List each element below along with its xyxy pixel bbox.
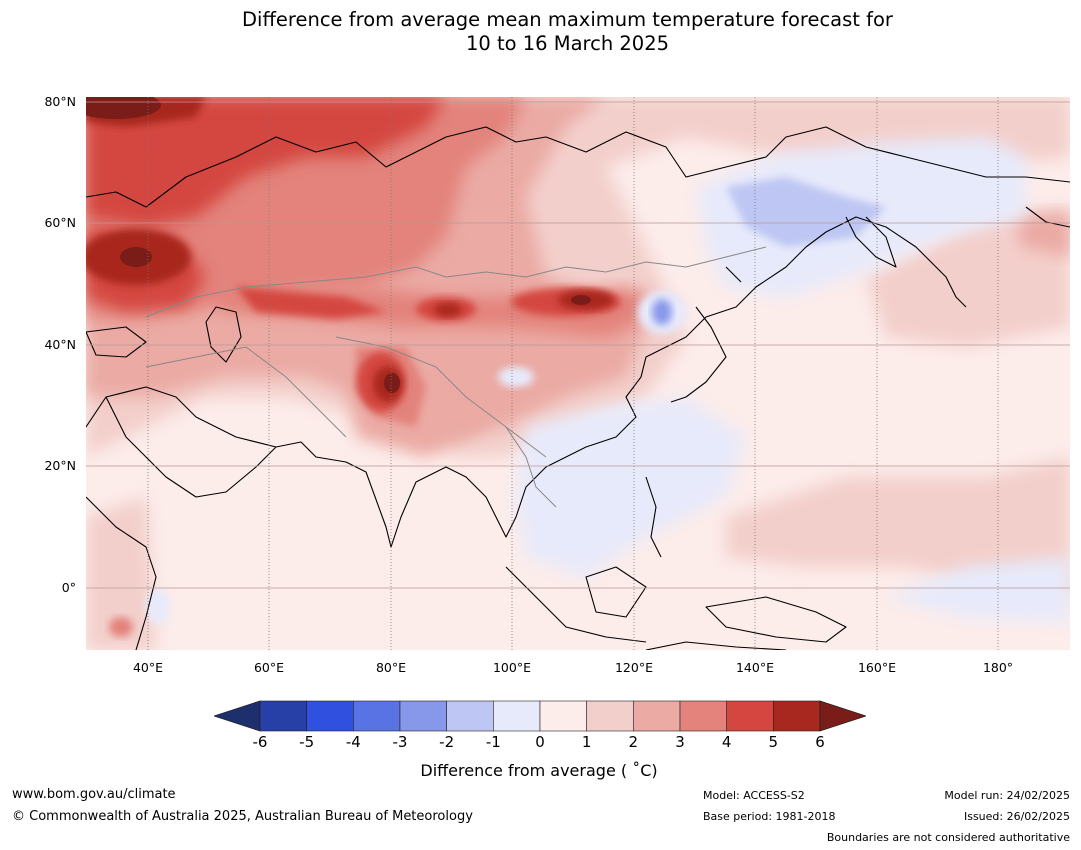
coastline-arabia-peninsula: [105, 396, 277, 498]
footer-base-period: Base period: 1981-2018: [703, 810, 836, 823]
coastline-caspian: [205, 306, 242, 363]
coastline-alaska: [1025, 206, 1070, 228]
colorbar-tick-label: -4: [345, 733, 361, 751]
lat-label-80n: 80°N: [44, 94, 76, 109]
coastline-japan: [670, 266, 742, 403]
colorbar-bin: [493, 700, 541, 732]
anomaly-minus-2-siberia: [726, 177, 886, 247]
anomaly-5-6-altai: [434, 303, 462, 317]
coastline-black-sea: [86, 326, 147, 358]
title-line-2: 10 to 16 March 2025: [465, 32, 670, 55]
border-southeast-asia: [505, 426, 557, 508]
colorbar-tick-label: 2: [628, 733, 639, 751]
colorbar-tick-label: -2: [439, 733, 455, 751]
anomaly-above-6-mongolia: [571, 295, 591, 305]
border-russia-kazakh-mongolia-china: [145, 246, 767, 318]
coastline-sumatra-java: [505, 566, 647, 643]
anomaly-1-2-northeast: [866, 207, 1070, 347]
footer-disclaimer: Boundaries are not considered authoritat…: [826, 831, 1070, 844]
colorbar-tick-label: -1: [485, 733, 501, 751]
colorbar-bin: [539, 700, 587, 732]
anomaly-4-5-kazakh: [236, 287, 386, 319]
anomaly-minus-2-korea: [652, 299, 672, 325]
colorbar-bin: [679, 700, 727, 732]
colorbar-label: Difference from average ( ˚C): [420, 761, 658, 780]
coastline-africa-east: [86, 496, 157, 650]
colorbar-bin: [586, 700, 634, 732]
lon-label-80e: 80°E: [375, 660, 407, 675]
colorbar-tick-label: 4: [721, 733, 732, 751]
anomaly-minus-1-africa: [146, 589, 170, 625]
footer-copyright: © Commonwealth of Australia 2025, Austra…: [12, 809, 473, 824]
colorbar-extend-below: [214, 700, 261, 732]
lon-label-40e: 40°E: [132, 660, 164, 675]
colorbar-bin: [306, 700, 354, 732]
footer-model: Model: ACCESS-S2: [703, 789, 805, 802]
anomaly-above-6-volga: [120, 247, 152, 267]
title-line-1: Difference from average mean maximum tem…: [242, 8, 893, 31]
anomaly-1-2-pacific: [726, 457, 1070, 597]
border-middle-east: [145, 346, 347, 438]
anomaly-minus-1-equatorial-pacific: [886, 557, 1070, 622]
lon-label-60e: 60°E: [253, 660, 285, 675]
colorbar-bin: [773, 700, 821, 732]
anomaly-minus-1-south-china-sea: [516, 397, 746, 577]
coastline-kamchatka: [845, 216, 897, 268]
colorbar-bin: [399, 700, 447, 732]
lat-label-0: 0°: [61, 580, 76, 595]
graticule: [147, 97, 999, 650]
anomaly-minus-1-east-china: [498, 367, 534, 387]
colorbar-bin: [446, 700, 494, 732]
colorbar-bin: [259, 700, 307, 732]
lon-label-160e: 160°E: [857, 660, 896, 675]
coastline-borneo: [585, 566, 647, 618]
coastline-arctic-russia: [86, 126, 1070, 208]
temperature-anomaly-map: [86, 97, 1070, 650]
colorbar-tick-label: 3: [675, 733, 685, 751]
map-title: Difference from average mean maximum tem…: [0, 8, 1081, 56]
anomaly-4-5-arctic: [86, 97, 446, 227]
lat-label-20n: 20°N: [44, 458, 76, 473]
colorbar: [214, 700, 866, 732]
colorbar-bin: [726, 700, 774, 732]
colorbar-bin: [353, 700, 401, 732]
anomaly-above-6-arctic: [86, 97, 161, 119]
colorbar-extend-above: [819, 700, 866, 732]
coastline-arabia-india: [86, 216, 967, 548]
colorbar-tick-label: 5: [768, 733, 779, 751]
lat-label-40n: 40°N: [44, 337, 76, 352]
coastline-australia-north: [645, 641, 787, 650]
anomaly-1-2-africa: [86, 497, 156, 650]
lat-label-60n: 60°N: [44, 215, 76, 230]
colorbar-tick-label: -3: [392, 733, 408, 751]
colorbar-tick-label: 1: [581, 733, 592, 751]
colorbar-tick-label: -6: [252, 733, 268, 751]
lon-label-100e: 100°E: [492, 660, 531, 675]
footer-issued: Issued: 26/02/2025: [963, 810, 1070, 823]
coastline-philippines: [645, 476, 662, 558]
footer-model-run: Model run: 24/02/2025: [944, 789, 1070, 802]
parallels: [86, 101, 1070, 589]
lon-label-120e: 120°E: [614, 660, 653, 675]
colorbar-tick-label: 0: [535, 733, 545, 751]
coastlines: [86, 126, 1070, 650]
anomaly-2-3-east-africa: [109, 617, 133, 637]
colorbar-tick-label: 6: [815, 733, 825, 751]
lon-label-140e: 140°E: [735, 660, 774, 675]
footer-website: www.bom.gov.au/climate: [12, 787, 176, 802]
lon-label-180: 180°: [982, 660, 1014, 675]
colorbar-tick-label: -5: [299, 733, 315, 751]
anomaly-above-6-tibet: [384, 373, 400, 393]
coastline-new-guinea: [705, 596, 847, 643]
colorbar-bin: [633, 700, 681, 732]
